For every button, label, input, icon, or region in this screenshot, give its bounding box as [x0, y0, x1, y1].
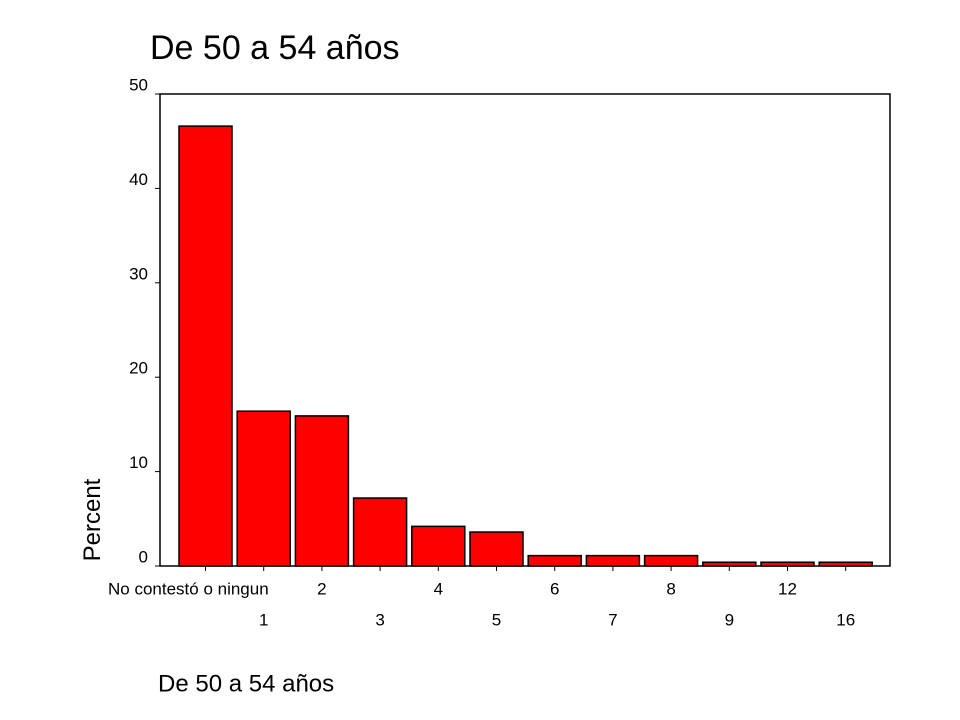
- bar: [469, 531, 524, 567]
- bar: [411, 525, 466, 567]
- x-tick-label: 9: [725, 610, 734, 629]
- bar: [294, 415, 350, 567]
- y-axis-label: Percent: [79, 478, 106, 561]
- x-tick-label: 3: [375, 610, 384, 629]
- y-tick-label: 30: [129, 264, 148, 283]
- bar: [236, 410, 291, 567]
- bar: [818, 561, 873, 567]
- x-tick-label: 12: [778, 579, 797, 598]
- x-tick-label: 2: [317, 579, 326, 598]
- x-tick-label: 16: [836, 610, 855, 629]
- x-tick-label: 8: [666, 579, 675, 598]
- x-tick-label: 6: [550, 579, 559, 598]
- bar: [178, 125, 233, 567]
- x-tick-label: 5: [492, 610, 501, 629]
- bar: [585, 554, 641, 567]
- x-axis-label: De 50 a 54 años: [158, 670, 334, 697]
- y-tick-label: 10: [129, 453, 148, 472]
- y-tick-label: 40: [129, 170, 148, 189]
- x-tick-label: No contestó o ningun: [108, 579, 269, 598]
- x-tick-label: 7: [608, 610, 617, 629]
- plot-frame: [159, 93, 891, 567]
- bar: [643, 554, 699, 567]
- bar: [702, 561, 757, 567]
- x-tick-label: 1: [259, 610, 268, 629]
- y-tick-label: 0: [139, 547, 148, 566]
- chart-title: De 50 a 54 años: [150, 29, 400, 67]
- bar: [352, 497, 408, 567]
- y-tick-label: 50: [129, 75, 148, 94]
- y-tick-label: 20: [129, 359, 148, 378]
- x-tick-label: 4: [434, 579, 443, 598]
- bar: [760, 561, 815, 567]
- bar: [527, 554, 582, 567]
